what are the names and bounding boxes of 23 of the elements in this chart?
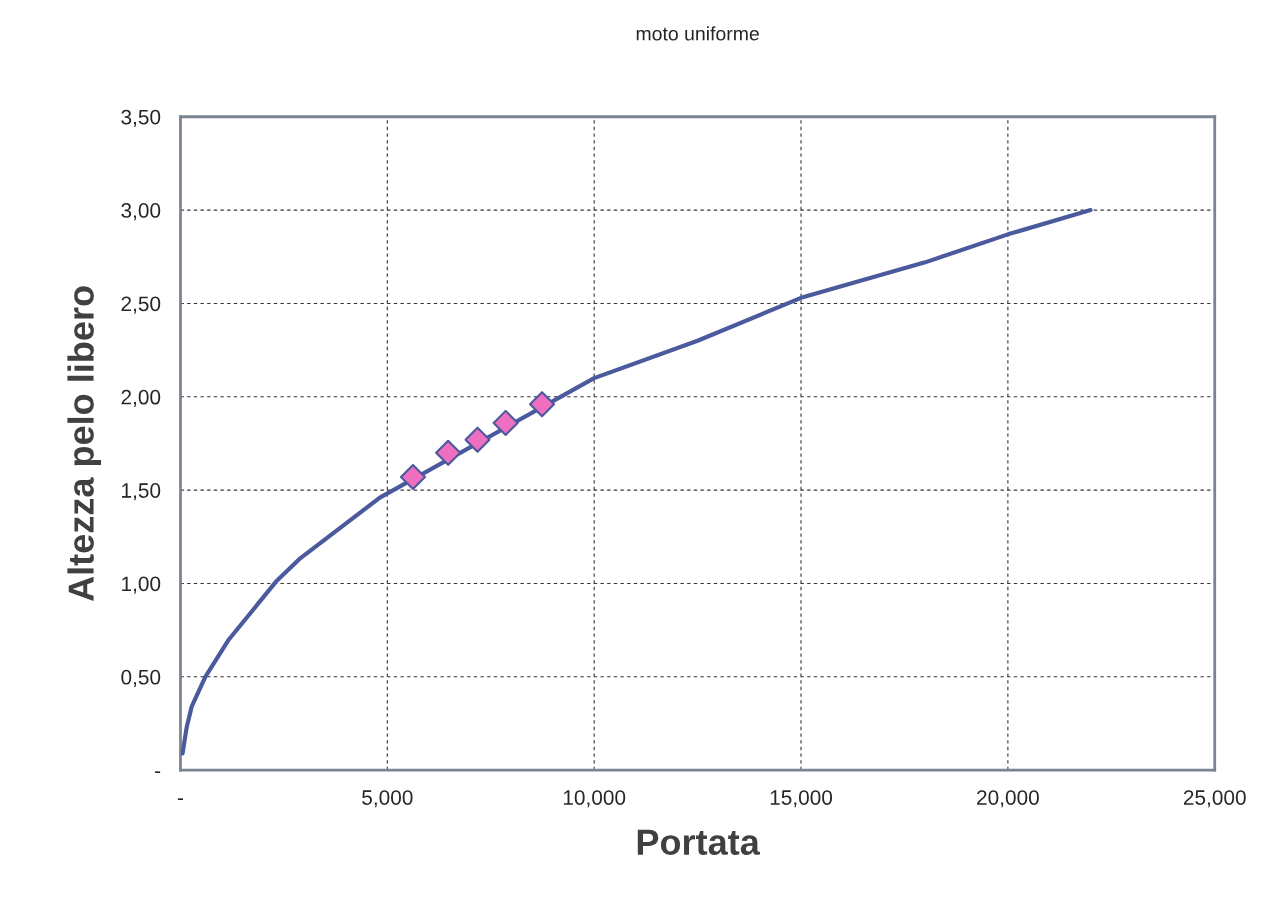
- line-series: [180, 208, 1093, 756]
- y-tick-label: 0,50: [121, 669, 161, 688]
- x-axis-title: Portata: [637, 829, 761, 855]
- y-tick-label: 1,50: [122, 483, 161, 501]
- x-tick-label: 5,000: [362, 790, 413, 808]
- y-axis-title: Altezza pelo libero: [67, 286, 102, 602]
- point: [435, 439, 462, 466]
- y-tick-label: 3,00: [121, 203, 161, 221]
- x-tick-label: 20,000: [977, 790, 1039, 808]
- y-tick-label: 2,50: [121, 296, 161, 314]
- y-tick-label: 1,00: [122, 576, 161, 594]
- point: [399, 463, 427, 491]
- point: [528, 391, 556, 418]
- x-tick-label: 10,000: [563, 790, 626, 808]
- x-tick-label: -: [177, 798, 184, 800]
- y-tick-label: 2,00: [121, 389, 161, 407]
- point: [492, 409, 519, 436]
- x-tick-label: 25,000: [1183, 790, 1246, 808]
- point: [464, 426, 491, 453]
- y-tick-label: 3,50: [121, 109, 161, 127]
- y-tick-label: -: [155, 771, 161, 773]
- x-tick-label: 15,000: [770, 790, 833, 808]
- chart-title: moto uniforme: [636, 26, 759, 41]
